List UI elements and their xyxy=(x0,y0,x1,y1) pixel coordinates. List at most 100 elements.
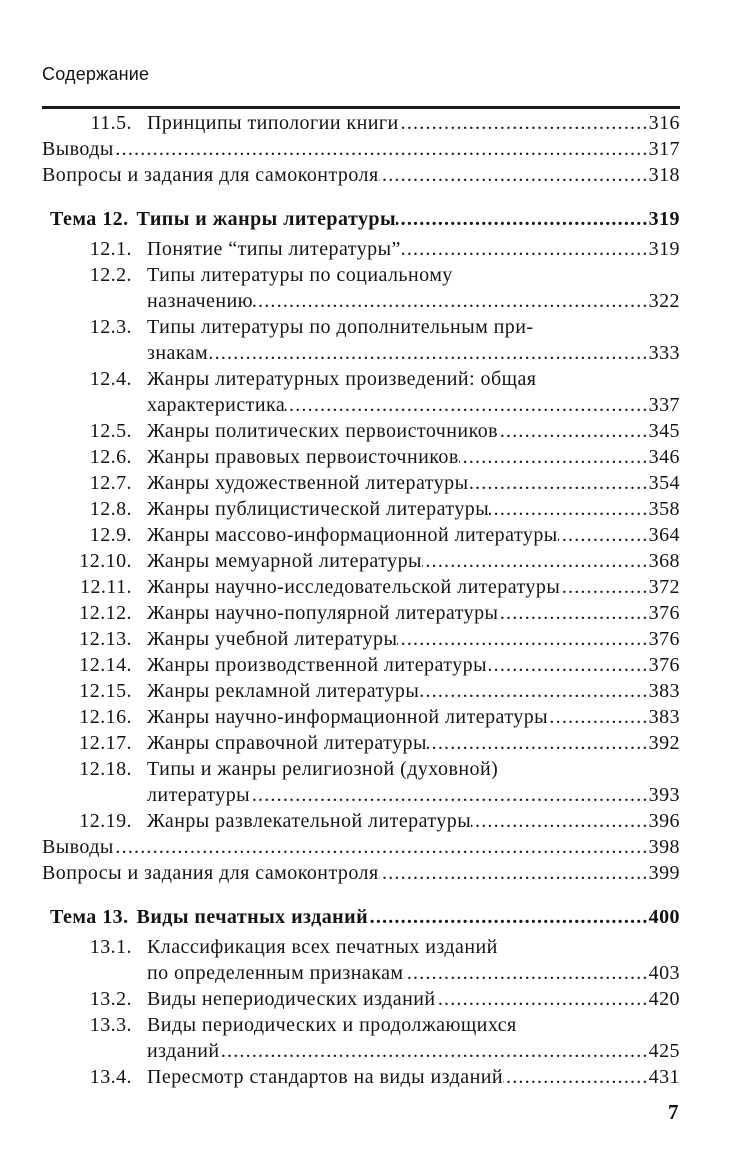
entry-number: 12.2. xyxy=(89,264,132,286)
toc-line: 12.12. Жанры научно-популярной литературы… xyxy=(42,600,680,626)
entry-title: Жанры научно-информационной литературы xyxy=(147,706,549,728)
entry-number xyxy=(42,782,132,808)
page-number: 7 xyxy=(668,1100,679,1124)
entry-number: 12.7. xyxy=(89,472,132,494)
toc-entry: Вопросы и задания для самоконтроля 318 xyxy=(42,162,680,188)
entry-number: 12.4. xyxy=(89,368,132,390)
entry-title: Жанры рекламной литературы xyxy=(147,680,420,702)
toc-entry: 12.13. Жанры учебной литературы 376 xyxy=(42,626,680,652)
entry-title: Виды непериодических изданий xyxy=(147,988,436,1010)
toc-line: 12.17. Жанры справочной литературы 392 xyxy=(42,730,680,756)
dot-leader xyxy=(548,704,649,730)
dot-leader xyxy=(436,986,649,1012)
entry-title: знакам xyxy=(147,342,209,364)
toc-entry: 11.5. Принципы типологии книги 316 xyxy=(42,110,680,136)
entry-title: Принципы типологии книги xyxy=(147,112,399,134)
dot-leader xyxy=(253,288,649,314)
entry-title: Понятие “типы литературы” xyxy=(147,238,401,260)
table-of-contents: 11.5. Принципы типологии книги 316 Выводы 31… xyxy=(42,106,680,1090)
entry-page: 425 xyxy=(648,1040,680,1062)
toc-line: 12.4. Жанры литературных произведений: об… xyxy=(42,366,680,392)
toc-line: 12.3. Типы литературы по дополнительным п… xyxy=(42,314,680,340)
entry-title: Жанры художественной литературы xyxy=(147,472,469,494)
entry-page: 383 xyxy=(648,706,680,728)
toc-line: 11.5. Принципы типологии книги 316 xyxy=(42,110,680,136)
toc-entry: 12.5. Жанры политических первоисточников 3… xyxy=(42,418,680,444)
entry-title: Вопросы и задания для самоконтроля xyxy=(42,862,379,884)
dot-leader xyxy=(208,340,649,366)
entry-title: Жанры массово-информационной литературы xyxy=(147,524,558,546)
toc-line: 12.16. Жанры научно-информационной литера… xyxy=(42,704,680,730)
toc-theme-entry: Тема 12. Типы и жанры литературы 319 xyxy=(42,206,680,232)
entry-number: 11.5. xyxy=(90,112,132,134)
toc-line: 12.1. Понятие “типы литературы” 319 xyxy=(42,236,680,262)
entry-title: Виды печатных изданий xyxy=(136,906,369,928)
entry-title: Жанры литературных произведений: общая xyxy=(147,368,537,390)
entry-title: литературы xyxy=(147,784,251,806)
entry-page: 319 xyxy=(648,208,680,230)
toc-line: Тема 13. Виды печатных изданий 400 xyxy=(42,904,680,930)
entry-number: 12.14. xyxy=(79,654,132,676)
entry-title: Жанры правовых первоисточников xyxy=(147,446,459,468)
toc-line: 13.3. Виды периодических и продолжающихся xyxy=(42,1012,680,1038)
toc-entry: Выводы 398 xyxy=(42,834,680,860)
entry-title: характеристика xyxy=(147,394,286,416)
dot-leader xyxy=(471,808,649,834)
dot-leader xyxy=(422,548,649,574)
dot-leader xyxy=(404,960,649,986)
entry-title: Типы и жанры литературы xyxy=(136,208,397,230)
entry-page: 396 xyxy=(648,810,680,832)
toc-entry: 13.4. Пересмотр стандартов на виды издани… xyxy=(42,1064,680,1090)
entry-title: Классификация всех печатных изданий xyxy=(147,936,498,958)
toc-line: 12.11. Жанры научно-исследовательской лит… xyxy=(42,574,680,600)
toc-line: 12.9. Жанры массово-информационной литера… xyxy=(42,522,680,548)
entry-page: 333 xyxy=(648,342,680,364)
entry-title: Жанры мемуарной литературы xyxy=(147,550,422,572)
toc-line: 12.14. Жанры производственной литературы 3… xyxy=(42,652,680,678)
entry-page: 399 xyxy=(648,862,680,884)
entry-title: Жанры производственной литературы xyxy=(147,654,488,676)
toc-entry: 13.2. Виды непериодических изданий 420 xyxy=(42,986,680,1012)
entry-number: 13.3. xyxy=(89,1014,132,1036)
entry-number xyxy=(42,340,132,366)
dot-leader xyxy=(427,730,649,756)
entry-number: 12.6. xyxy=(89,446,132,468)
dot-leader xyxy=(498,600,648,626)
toc-entry: 12.19. Жанры развлекательной литературы 39… xyxy=(42,808,680,834)
dot-leader xyxy=(399,110,649,136)
toc-line: Вопросы и задания для самоконтроля 318 xyxy=(42,162,680,188)
entry-page: 372 xyxy=(648,576,680,598)
entry-page: 358 xyxy=(648,498,680,520)
dot-leader xyxy=(250,782,649,808)
entry-title: Жанры политических первоисточников xyxy=(147,420,499,442)
entry-page: 376 xyxy=(648,654,680,676)
toc-line: 12.13. Жанры учебной литературы 376 xyxy=(42,626,680,652)
dot-leader xyxy=(487,652,649,678)
entry-number: 12.17. xyxy=(79,732,132,754)
entry-number: 12.18. xyxy=(79,758,132,780)
entry-page: 383 xyxy=(648,680,680,702)
entry-title: изданий xyxy=(147,1040,220,1062)
dot-leader xyxy=(220,1038,649,1064)
entry-page: 431 xyxy=(648,1066,680,1088)
entry-number: 12.1. xyxy=(89,238,132,260)
toc-entry: 12.6. Жанры правовых первоисточников 346 xyxy=(42,444,680,470)
entry-number: 12.12. xyxy=(79,602,132,624)
entry-title: Жанры учебной литературы xyxy=(147,628,398,650)
dot-leader xyxy=(558,522,649,548)
entry-page: 376 xyxy=(648,628,680,650)
toc-line: назначению 322 xyxy=(42,288,680,314)
toc-line: литературы 393 xyxy=(42,782,680,808)
dot-leader xyxy=(114,834,649,860)
toc-line: 12.10. Жанры мемуарной литературы 368 xyxy=(42,548,680,574)
entry-number: 12.15. xyxy=(79,680,132,702)
running-header: Содержание xyxy=(42,64,150,84)
entry-title: по определенным признакам xyxy=(147,962,404,984)
toc-entry: 12.14. Жанры производственной литературы 3… xyxy=(42,652,680,678)
entry-number xyxy=(42,1038,132,1064)
entry-title: Жанры развлекательной литературы xyxy=(147,810,472,832)
dot-leader xyxy=(489,496,649,522)
toc-entry: 12.1. Понятие “типы литературы” 319 xyxy=(42,236,680,262)
toc-entry: 12.16. Жанры научно-информационной литера… xyxy=(42,704,680,730)
toc-theme-entry: Тема 13. Виды печатных изданий 400 xyxy=(42,904,680,930)
